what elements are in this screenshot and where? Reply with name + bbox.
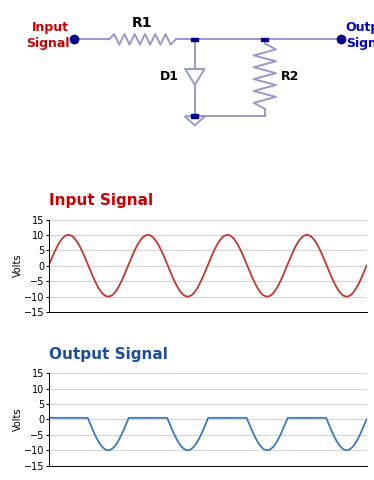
Bar — [261, 37, 268, 41]
Bar — [191, 37, 198, 41]
Text: Output Signal: Output Signal — [49, 347, 168, 362]
Y-axis label: Volts: Volts — [13, 254, 22, 277]
Y-axis label: Volts: Volts — [13, 408, 22, 431]
Text: Input Signal: Input Signal — [49, 193, 153, 208]
Text: R1: R1 — [132, 16, 153, 30]
Text: R2: R2 — [280, 70, 299, 83]
Text: Input
Signal: Input Signal — [26, 21, 69, 50]
Text: D1: D1 — [160, 71, 179, 84]
Bar — [191, 114, 198, 118]
Text: Output
Signal: Output Signal — [346, 21, 374, 50]
